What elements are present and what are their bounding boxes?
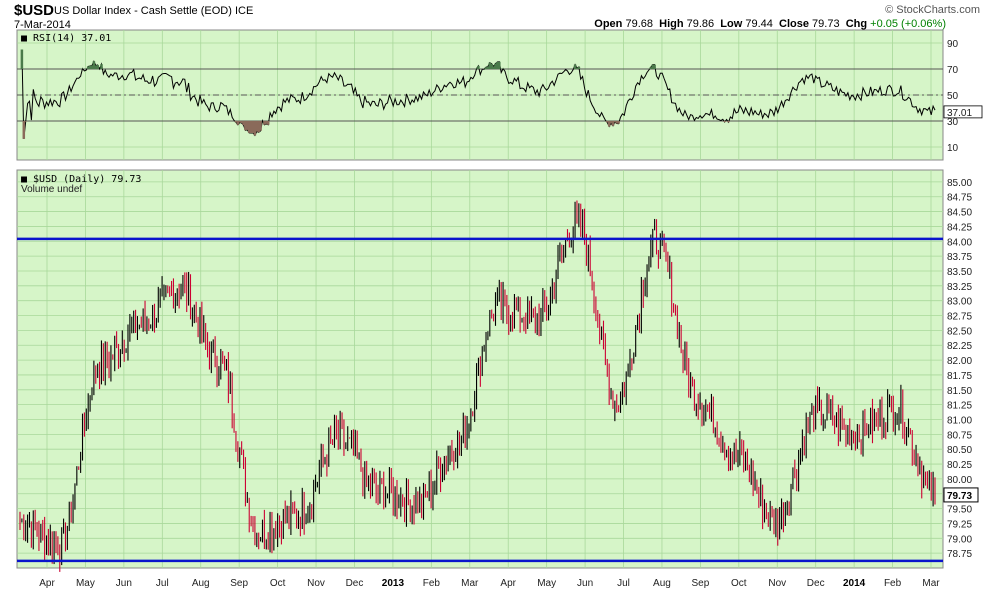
price-tick-label: 79.00 xyxy=(947,534,972,545)
x-axis-label: 2013 xyxy=(382,578,405,589)
x-axis-label: Oct xyxy=(731,578,747,589)
x-axis-label: Mar xyxy=(922,578,940,589)
rsi-tick-label: 50 xyxy=(947,91,959,102)
rsi-tick-label: 30 xyxy=(947,117,959,128)
x-axis-label: May xyxy=(76,578,95,589)
volume-label: Volume undef xyxy=(21,184,82,195)
chart-date: 7-Mar-2014 xyxy=(14,19,71,31)
rsi-tick-label: 10 xyxy=(947,143,959,154)
x-axis-label: Mar xyxy=(461,578,479,589)
x-axis-label: Jul xyxy=(156,578,169,589)
x-axis-label: Apr xyxy=(500,578,516,589)
x-axis-label: May xyxy=(537,578,556,589)
high-value: 79.86 xyxy=(686,18,715,30)
price-tick-label: 82.50 xyxy=(947,326,972,337)
x-axis-label: Jun xyxy=(577,578,593,589)
price-tick-label: 81.50 xyxy=(947,386,972,397)
x-axis-label: 2014 xyxy=(843,578,866,589)
price-tick-label: 79.50 xyxy=(947,505,972,516)
price-tick-label: 80.75 xyxy=(947,430,972,441)
price-tick-label: 80.00 xyxy=(947,475,972,486)
price-tick-label: 83.00 xyxy=(947,297,972,308)
open-label: Open xyxy=(594,18,623,30)
x-axis-label: Dec xyxy=(346,578,364,589)
price-tick-label: 84.50 xyxy=(947,208,972,219)
price-last-tag xyxy=(943,487,979,503)
symbol-title: $USD xyxy=(14,2,55,19)
rsi-overbought-area xyxy=(20,49,656,69)
x-axis-label: Feb xyxy=(884,578,902,589)
price-tick-label: 81.00 xyxy=(947,415,972,426)
price-tick-label: 80.50 xyxy=(947,445,972,456)
price-tick-label: 82.00 xyxy=(947,356,972,367)
x-axis-label: Feb xyxy=(423,578,441,589)
x-axis-label: Nov xyxy=(768,578,786,589)
chg-value: +0.05 (+0.06%) xyxy=(870,18,946,30)
rsi-oversold-area xyxy=(22,121,730,139)
high-label: High xyxy=(659,18,684,30)
stockcharts-credit[interactable]: © StockCharts.com xyxy=(885,4,980,16)
x-axis-label: Apr xyxy=(39,578,55,589)
price-tick-label: 82.75 xyxy=(947,312,972,323)
chg-label: Chg xyxy=(845,18,868,30)
price-tick-label: 85.00 xyxy=(947,178,972,189)
x-axis-label: Dec xyxy=(807,578,825,589)
price-tick-label: 84.25 xyxy=(947,222,972,233)
price-tick-label: 81.75 xyxy=(947,371,972,382)
price-last-value: 79.73 xyxy=(947,491,972,502)
close-value: 79.73 xyxy=(812,18,840,30)
price-label: ■ $USD (Daily) 79.73 xyxy=(21,174,141,185)
rsi-tick-label: 90 xyxy=(947,39,959,50)
ohlc-summary: Open 79.68 High 79.86 Low 79.44 Close 79… xyxy=(594,18,946,30)
x-axis-label: Nov xyxy=(307,578,325,589)
rsi-label: ■ RSI(14) 37.01 xyxy=(21,33,111,44)
low-label: Low xyxy=(720,18,743,30)
price-tick-label: 83.25 xyxy=(947,282,972,293)
price-tick-label: 84.00 xyxy=(947,237,972,248)
rsi-current-tag xyxy=(943,105,983,119)
x-axis-label: Sep xyxy=(691,578,709,589)
x-axis-label: Jul xyxy=(617,578,630,589)
rsi-tick-label: 70 xyxy=(947,65,959,76)
price-tick-label: 81.25 xyxy=(947,401,972,412)
x-axis-label: Sep xyxy=(230,578,248,589)
symbol-description: US Dollar Index - Cash Settle (EOD) ICE xyxy=(54,5,254,17)
price-tick-label: 84.75 xyxy=(947,193,972,204)
low-value: 79.44 xyxy=(745,18,773,30)
rsi-current-value: 37.01 xyxy=(947,108,972,119)
close-label: Close xyxy=(779,18,809,30)
price-tick-label: 80.25 xyxy=(947,460,972,471)
price-tick-label: 82.25 xyxy=(947,341,972,352)
x-axis-label: Aug xyxy=(192,578,210,589)
x-axis-label: Aug xyxy=(653,578,671,589)
open-value: 79.68 xyxy=(625,18,653,30)
price-tick-label: 78.75 xyxy=(947,549,972,560)
price-tick-label: 79.25 xyxy=(947,519,972,530)
x-axis-label: Jun xyxy=(116,578,132,589)
price-tick-label: 83.50 xyxy=(947,267,972,278)
price-tick-label: 83.75 xyxy=(947,252,972,263)
x-axis-label: Oct xyxy=(270,578,286,589)
